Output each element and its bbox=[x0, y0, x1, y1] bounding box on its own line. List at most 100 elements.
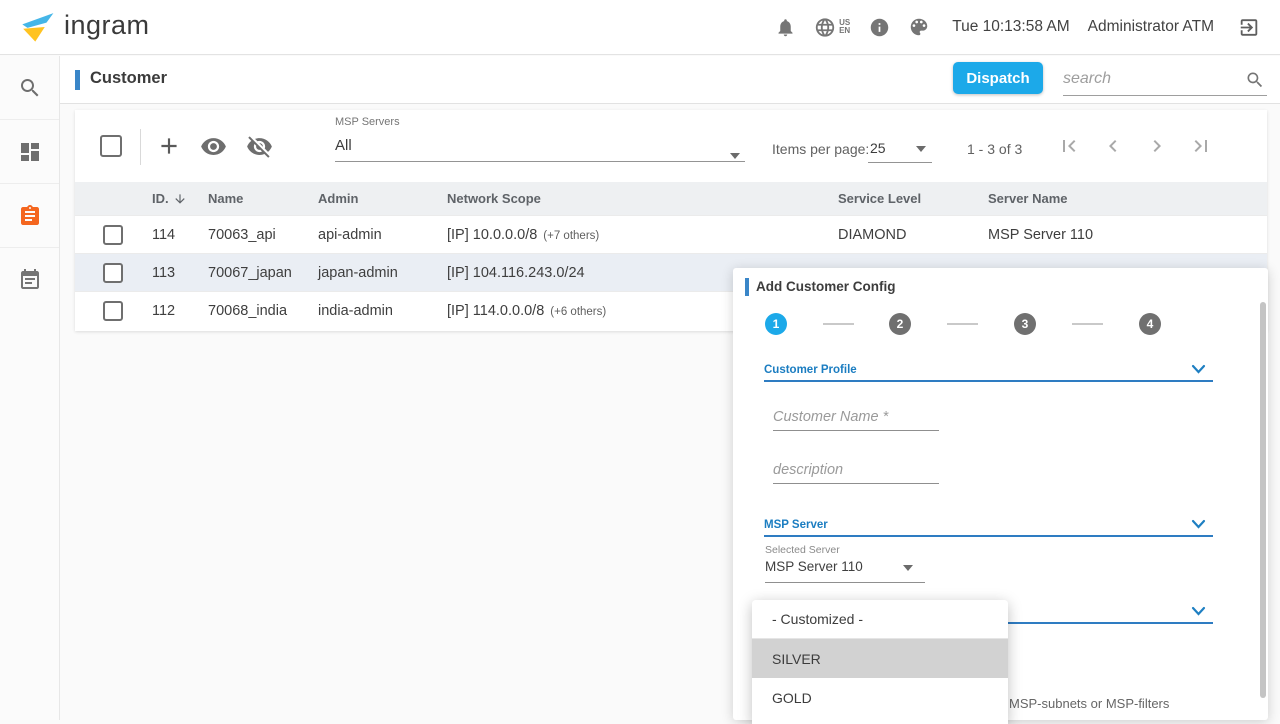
stepper-step-2[interactable]: 2 bbox=[889, 313, 911, 335]
cell-name: 70068_india bbox=[208, 302, 288, 319]
sidebar-item-calendar[interactable] bbox=[0, 248, 59, 312]
stepper-step-3[interactable]: 3 bbox=[1014, 313, 1036, 335]
clock-datetime: Tue 10:13:58 AM bbox=[952, 18, 1070, 35]
selected-server-select[interactable]: MSP Server 110 bbox=[765, 559, 925, 583]
search-icon bbox=[18, 76, 42, 100]
stepper-connector bbox=[823, 323, 854, 325]
cell-server-name: MSP Server 110 bbox=[988, 226, 1094, 243]
sidebar-item-tasks-active[interactable] bbox=[0, 184, 59, 248]
description-input[interactable] bbox=[773, 462, 939, 483]
items-per-page-label: Items per page: bbox=[772, 141, 870, 157]
search-input[interactable] bbox=[1063, 64, 1239, 94]
column-header-service-level[interactable]: Service Level bbox=[838, 191, 922, 206]
clipboard-icon bbox=[18, 204, 42, 228]
msp-servers-select[interactable]: MSP Servers All bbox=[335, 116, 745, 162]
previous-page-icon[interactable] bbox=[1101, 134, 1125, 158]
dispatch-button[interactable]: Dispatch bbox=[953, 62, 1043, 94]
globe-icon bbox=[814, 16, 836, 38]
page-title: Customer bbox=[90, 69, 168, 87]
page-search bbox=[1063, 64, 1267, 96]
pagination-range: 1 - 3 of 3 bbox=[967, 141, 1023, 157]
cell-name: 70067_japan bbox=[208, 264, 292, 281]
section-underline bbox=[764, 535, 1213, 537]
top-bar: ingram US EN Tue 10:13:58 AM Administrat… bbox=[0, 0, 1280, 55]
description-field bbox=[773, 461, 939, 484]
selected-server-label: Selected Server bbox=[765, 544, 840, 556]
notifications-bell-icon[interactable] bbox=[774, 16, 796, 38]
dropdown-caret-icon bbox=[730, 153, 740, 159]
sidebar bbox=[0, 56, 60, 720]
row-checkbox[interactable] bbox=[103, 262, 123, 283]
cell-network-scope: [IP] 10.0.0.0/8 (+7 others) bbox=[447, 226, 600, 243]
network-scope-extra: (+6 others) bbox=[550, 305, 607, 318]
stepper-step-1[interactable]: 1 bbox=[765, 313, 787, 335]
sidebar-item-search[interactable] bbox=[0, 56, 59, 120]
column-header-name[interactable]: Name bbox=[208, 191, 244, 206]
last-page-icon[interactable] bbox=[1189, 134, 1213, 158]
items-per-page-select[interactable]: 25 bbox=[868, 132, 932, 163]
panel-accent-bar bbox=[745, 278, 749, 296]
field-underline bbox=[335, 161, 745, 162]
selected-server-value: MSP Server 110 bbox=[765, 559, 863, 574]
ingram-logo-icon bbox=[18, 9, 56, 45]
column-header-admin[interactable]: Admin bbox=[318, 191, 359, 206]
cell-admin: japan-admin bbox=[318, 264, 398, 281]
add-customer-icon[interactable] bbox=[156, 133, 182, 159]
table-toolbar: MSP Servers All Items per page: 25 1 - 3… bbox=[75, 110, 1267, 182]
page-header: Customer Dispatch bbox=[60, 56, 1280, 104]
cell-id: 112 bbox=[152, 302, 176, 319]
stepper-connector bbox=[1072, 323, 1103, 325]
brand-name: ingram bbox=[64, 10, 150, 40]
search-icon[interactable] bbox=[1245, 70, 1265, 90]
sort-descending-icon[interactable] bbox=[173, 192, 187, 206]
section-msp-server[interactable]: MSP Server bbox=[764, 519, 828, 531]
pagination bbox=[1057, 134, 1213, 158]
dropdown-option-gold[interactable]: GOLD bbox=[752, 678, 1008, 717]
column-header-network-scope[interactable]: Network Scope bbox=[447, 191, 541, 206]
cell-admin: india-admin bbox=[318, 302, 393, 319]
chevron-down-icon[interactable] bbox=[1191, 519, 1206, 529]
panel-scrollbar-thumb[interactable] bbox=[1260, 302, 1266, 698]
table-header: ID. Name Admin Network Scope Service Lev… bbox=[75, 182, 1267, 215]
title-accent-bar bbox=[75, 70, 80, 90]
msp-subnets-note: MSP-subnets or MSP-filters bbox=[1009, 696, 1170, 711]
calendar-icon bbox=[18, 268, 42, 292]
row-checkbox[interactable] bbox=[103, 300, 123, 321]
dropdown-caret-icon bbox=[903, 565, 913, 571]
theme-palette-icon[interactable] bbox=[908, 16, 930, 38]
table-row[interactable]: 113 70067_japan japan-admin [IP] 104.116… bbox=[75, 253, 1267, 291]
customer-name-input[interactable] bbox=[773, 409, 939, 430]
column-header-id[interactable]: ID. bbox=[152, 191, 169, 206]
chevron-down-icon[interactable] bbox=[1191, 606, 1206, 616]
brand-logo: ingram bbox=[18, 9, 150, 45]
language-selector[interactable]: US EN bbox=[814, 16, 850, 38]
section-underline bbox=[764, 380, 1213, 382]
select-all-checkbox[interactable] bbox=[100, 135, 122, 157]
sidebar-item-dashboard[interactable] bbox=[0, 120, 59, 184]
cell-service-level: DIAMOND bbox=[838, 226, 907, 243]
stepper-step-4[interactable]: 4 bbox=[1139, 313, 1161, 335]
cell-id: 114 bbox=[152, 226, 176, 243]
dropdown-option-customized[interactable]: - Customized - bbox=[752, 600, 1008, 639]
chevron-down-icon[interactable] bbox=[1191, 364, 1206, 374]
customer-name-field bbox=[773, 408, 939, 431]
hide-eye-off-icon[interactable] bbox=[246, 133, 273, 160]
first-page-icon[interactable] bbox=[1057, 134, 1081, 158]
panel-title: Add Customer Config bbox=[756, 279, 896, 294]
next-page-icon[interactable] bbox=[1145, 134, 1169, 158]
locale-text: US EN bbox=[839, 18, 851, 35]
column-header-server-name[interactable]: Server Name bbox=[988, 191, 1068, 206]
show-eye-icon[interactable] bbox=[200, 133, 227, 160]
msp-servers-label: MSP Servers bbox=[335, 116, 400, 128]
cell-network-scope: [IP] 114.0.0.0/8 (+6 others) bbox=[447, 302, 607, 319]
logout-icon[interactable] bbox=[1238, 16, 1260, 38]
row-checkbox[interactable] bbox=[103, 224, 123, 245]
info-icon[interactable] bbox=[868, 16, 890, 38]
dashboard-icon bbox=[18, 140, 42, 164]
table-row[interactable]: 114 70063_api api-admin [IP] 10.0.0.0/8(… bbox=[75, 215, 1267, 253]
cell-name: 70063_api bbox=[208, 226, 276, 243]
user-name: Administrator ATM bbox=[1087, 18, 1214, 35]
msp-servers-value: All bbox=[335, 137, 352, 154]
dropdown-option-silver[interactable]: SILVER bbox=[752, 639, 1008, 678]
section-customer-profile[interactable]: Customer Profile bbox=[764, 364, 857, 376]
